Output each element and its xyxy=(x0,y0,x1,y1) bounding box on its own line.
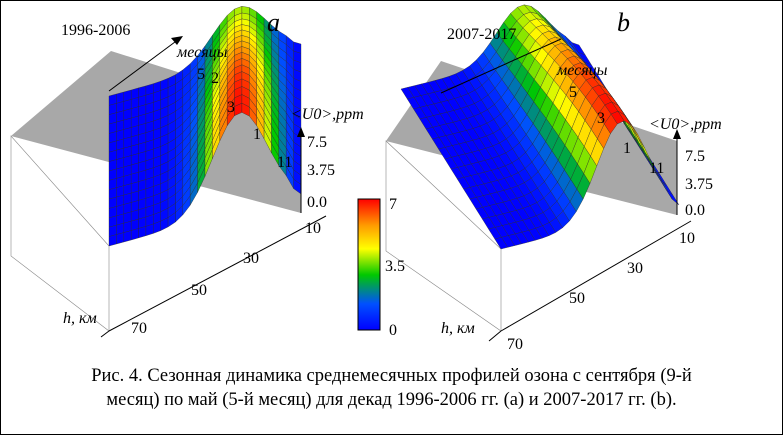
month-axis-a xyxy=(108,38,180,92)
surface-cell xyxy=(116,232,124,245)
caption-line-2: месяц) по май (5-й месяц) для декад 1996… xyxy=(106,390,677,410)
value-tick-a-3: 0.0 xyxy=(307,194,327,211)
panel-letter-b: b xyxy=(617,8,630,37)
surface-cell xyxy=(138,226,147,239)
height-tick-a-4: 70 xyxy=(131,320,147,337)
month-tick-b-4: 11 xyxy=(649,160,664,177)
month-axis-label-a: месяцы xyxy=(176,44,228,61)
value-tick-b-3: 0.0 xyxy=(685,202,705,219)
height-axis-arrow-b xyxy=(488,330,502,342)
month-tick-a-5: 11 xyxy=(277,154,292,171)
height-tick-a-1: 10 xyxy=(305,220,321,237)
height-axis-label-b: h, км xyxy=(441,320,475,337)
month-axis-b xyxy=(440,38,562,94)
surface-cell xyxy=(123,230,132,243)
month-tick-b-2: 3 xyxy=(597,110,605,127)
month-tick-a-4: 1 xyxy=(253,126,261,143)
height-axis-arrow-a xyxy=(100,330,110,338)
value-tick-a-2: 3.75 xyxy=(307,162,335,179)
height-tick-b-4: 70 xyxy=(507,336,523,353)
colorbar-max-label: 7 xyxy=(389,196,397,213)
month-tick-a-2: 2 xyxy=(211,70,219,87)
value-tick-b-1: 7.5 xyxy=(685,148,705,165)
surface-panel-b: 2007-2017 b месяцы 5 3 1 11 <U0>,ppm 7.5… xyxy=(385,4,722,353)
value-tick-a-1: 7.5 xyxy=(307,134,327,151)
decade-label-a: 1996-2006 xyxy=(61,22,130,39)
height-tick-a-3: 50 xyxy=(191,282,207,299)
month-axis-label-b: месяцы xyxy=(556,62,608,79)
month-axis-arrow-a xyxy=(171,36,183,45)
surface-cell xyxy=(108,234,117,247)
colorbar: 7 3.5 0 xyxy=(357,196,405,339)
decade-label-b: 2007-2017 xyxy=(447,26,516,43)
height-axis-label-a: h, км xyxy=(63,310,97,327)
value-tick-b-2: 3.75 xyxy=(685,176,713,193)
height-axis-b xyxy=(500,220,692,332)
value-axis-label-a: <U0>,ppm xyxy=(291,106,364,123)
value-axis-arrow-a xyxy=(297,127,305,137)
colorbar-mid-label: 3.5 xyxy=(385,258,405,275)
height-tick-b-2: 30 xyxy=(627,260,643,277)
value-axis-arrow-b xyxy=(673,129,681,139)
colorbar-gradient xyxy=(357,198,381,331)
side-wall xyxy=(10,135,110,332)
height-tick-b-3: 50 xyxy=(569,290,585,307)
month-tick-b-1: 5 xyxy=(569,84,577,101)
panel-letter-a: a xyxy=(267,8,280,37)
month-tick-a-1: 5 xyxy=(197,66,205,83)
height-axis-a xyxy=(108,215,327,332)
colorbar-min-label: 0 xyxy=(389,322,397,339)
month-tick-a-3: 3 xyxy=(227,99,235,116)
height-tick-a-2: 30 xyxy=(243,250,259,267)
surface-cell xyxy=(131,228,139,241)
height-tick-b-1: 10 xyxy=(679,230,695,247)
value-axis-label-b: <U0>,ppm xyxy=(649,116,722,133)
surface-panel-a: 1996-2006 a месяцы 5 2 3 1 11 <U0>,ppm 7… xyxy=(10,6,364,338)
caption-line-1: Рис. 4. Сезонная динамика среднемесячных… xyxy=(91,366,692,386)
figure-caption: Рис. 4. Сезонная динамика среднемесячных… xyxy=(1,364,782,412)
month-tick-b-3: 1 xyxy=(623,140,631,157)
